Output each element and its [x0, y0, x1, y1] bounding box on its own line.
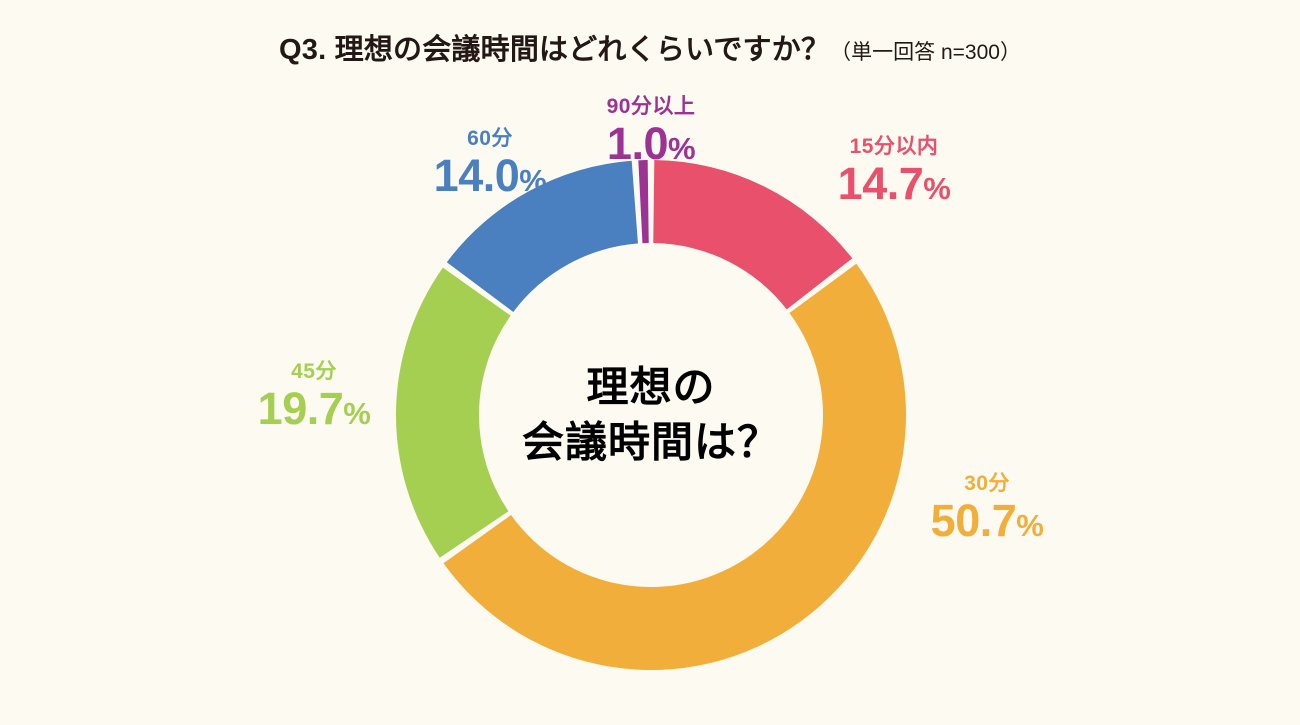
- slice-label-15min-category: 15分以内: [849, 135, 939, 158]
- slice-label-15min-value: 14.7%: [838, 161, 951, 206]
- slice-label-45min-percent-sign: %: [343, 396, 371, 431]
- slice-label-30min-category: 30分: [964, 472, 1010, 495]
- slice-label-90plus-percent-sign: %: [667, 131, 696, 166]
- slice-label-45min: 45分 19.7%: [258, 361, 371, 431]
- slice-label-30min-value: 50.7%: [931, 498, 1044, 543]
- slice-label-30min-number: 50.7: [930, 495, 1017, 546]
- slice-label-90plus-category: 90分以上: [606, 95, 696, 118]
- slice-label-15min: 15分以内 14.7%: [838, 136, 951, 206]
- slice-label-60min: 60分 14.0%: [434, 128, 547, 198]
- slice-label-45min-number: 19.7: [257, 383, 344, 434]
- donut-slice-2: [443, 263, 906, 670]
- donut-slice-1: [653, 160, 853, 310]
- slice-label-15min-number: 14.7: [837, 158, 924, 209]
- slice-label-45min-category: 45分: [291, 360, 337, 383]
- slice-label-15min-percent-sign: %: [923, 171, 951, 206]
- slice-label-60min-category: 60分: [467, 127, 513, 150]
- slice-label-60min-percent-sign: %: [519, 163, 547, 198]
- donut-slice-group: [395, 160, 906, 670]
- slice-label-45min-value: 19.7%: [258, 386, 371, 431]
- chart-title-subtitle: （単一回答 n=300）: [830, 41, 1021, 64]
- slice-label-60min-number: 14.0: [433, 150, 520, 201]
- donut-slice-5: [638, 160, 649, 244]
- slice-label-90plus: 90分以上 1.0%: [607, 96, 696, 166]
- slice-label-30min: 30分 50.7%: [931, 473, 1044, 543]
- slice-label-90plus-number: 1.0: [606, 118, 669, 169]
- donut-slice-3: [395, 267, 511, 558]
- slice-label-90plus-value: 1.0%: [607, 121, 696, 166]
- chart-title: Q3. 理想の会議時間はどれくらいですか？（単一回答 n=300）: [0, 26, 1300, 68]
- donut-slice-4: [446, 160, 638, 312]
- slice-label-60min-value: 14.0%: [434, 153, 547, 198]
- chart-title-main: Q3. 理想の会議時間はどれくらいですか？: [279, 34, 831, 66]
- slice-label-30min-percent-sign: %: [1016, 508, 1044, 543]
